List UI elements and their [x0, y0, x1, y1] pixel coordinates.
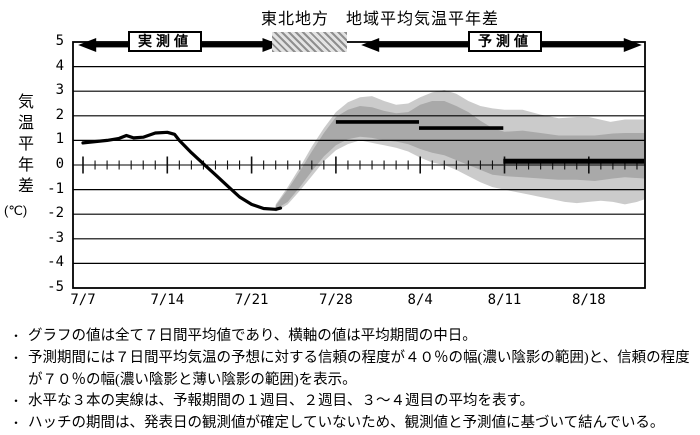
page-title: 東北地方 地域平均気温平年差 [260, 11, 499, 28]
forecast-arrow-right-head [623, 38, 642, 52]
forecast-period-label: 予測値 [468, 31, 542, 52]
x-tick-label: 7/28 [319, 292, 353, 308]
footnote-text: ハッチの期間は、発表日の観測値が確定していないため、観測値と予測値に基づいて結ん… [28, 415, 665, 432]
footnote-line: ・ グラフの値は全て７日間平均値であり、横軸の値は平均期間の中日。 [6, 326, 696, 348]
x-tick-label: 8/11 [487, 292, 522, 308]
observed-arrow-left-head [78, 38, 97, 52]
y-axis-unit: (℃) [4, 203, 28, 218]
x-tick-label: 8/4 [407, 292, 433, 308]
bullet-icon: ・ [10, 394, 23, 409]
y-tick-label: 0 [55, 156, 64, 172]
y-axis-title: 気温平年差 [15, 93, 32, 198]
observed-period-label: 実測値 [128, 31, 202, 52]
forecast-arrow-left-head [361, 38, 380, 52]
y-tick-label: 4 [55, 57, 64, 74]
x-tick-label: 7/21 [234, 292, 269, 308]
plot-border [72, 41, 646, 289]
y-tick-label: 3 [55, 82, 64, 99]
y-tick-label: 1 [55, 131, 64, 148]
footnote-text: グラフの値は全て７日間平均値であり、横軸の値は平均期間の中日。 [28, 328, 477, 344]
y-tick-label: -5 [47, 279, 64, 295]
footnote-text: 予測期間には７日間平均気温の予想に対する信頼の程度が４０％の幅(濃い陰影の範囲)… [28, 349, 690, 388]
y-tick-label: -3 [47, 229, 64, 246]
y-tick-label: 2 [55, 106, 64, 123]
x-tick-label: 7/7 [70, 292, 96, 308]
y-tick-label: -1 [47, 180, 64, 197]
hatch-period-icon [272, 32, 347, 52]
footnote-text: 水平な３本の実線は、予報期間の１週目、２週目、３～４週目の平均を表す。 [28, 393, 535, 410]
bullet-icon: ・ [10, 329, 23, 343]
y-tick-label: -2 [47, 205, 64, 222]
footnote-line: ・ 水平な３本の実線は、予報期間の１週目、２週目、３～４週目の平均を表す。 [6, 391, 696, 413]
x-tick-label: 8/18 [571, 292, 606, 308]
y-tick-label: -4 [47, 254, 64, 271]
x-tick-label: 7/14 [150, 292, 185, 308]
footnotes: ・ グラフの値は全て７日間平均値であり、横軸の値は平均期間の中日。 ・ 予測期間… [6, 326, 696, 435]
observed-line [81, 130, 283, 211]
bullet-icon: ・ [10, 416, 23, 431]
confidence-40-band [275, 101, 645, 210]
y-tick-label: 5 [55, 33, 64, 49]
observed-arrow-right-head [262, 38, 281, 52]
footnote-line: ・ 予測期間には７日間平均気温の予想に対する信頼の程度が４０％の幅(濃い陰影の範… [6, 348, 696, 392]
bullet-icon: ・ [10, 350, 23, 365]
footnote-line: ・ ハッチの期間は、発表日の観測値が確定していないため、観測値と予測値に基づいて… [6, 413, 696, 435]
